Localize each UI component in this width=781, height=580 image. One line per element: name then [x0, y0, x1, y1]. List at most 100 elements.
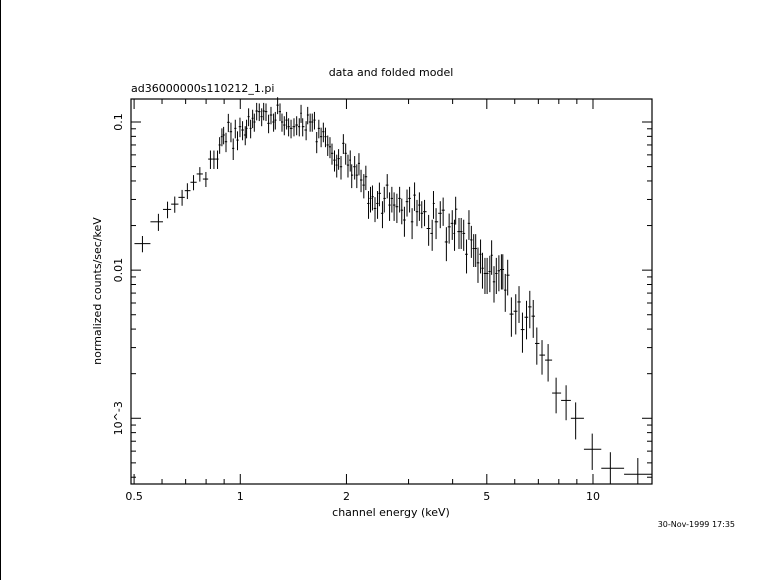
- data-points: [134, 97, 652, 484]
- data-point: [450, 210, 454, 240]
- y-axis-label: normalized counts/sec/keV: [91, 217, 104, 365]
- data-point: [272, 113, 275, 132]
- data-point: [243, 126, 246, 146]
- x-tick-label: 2: [343, 490, 350, 503]
- data-point: [255, 102, 258, 121]
- data-point: [322, 122, 325, 143]
- x-tick-label: 0.5: [125, 490, 143, 503]
- data-point: [426, 214, 431, 246]
- data-point: [388, 192, 391, 221]
- data-point: [278, 103, 281, 122]
- data-point: [395, 193, 399, 224]
- data-point: [238, 117, 242, 138]
- data-point: [297, 118, 301, 137]
- data-point: [245, 119, 248, 139]
- data-point: [353, 156, 356, 180]
- data-point: [292, 118, 296, 137]
- data-point: [472, 234, 475, 268]
- data-point: [232, 138, 235, 161]
- data-point: [539, 340, 546, 375]
- data-point: [171, 196, 179, 213]
- y-tick-label: 0.1: [112, 113, 125, 131]
- data-point: [504, 273, 507, 312]
- data-point: [311, 113, 314, 132]
- x-tick-label: 10: [586, 490, 600, 503]
- data-point: [474, 234, 477, 268]
- data-point: [405, 189, 409, 217]
- data-point: [385, 174, 389, 199]
- data-point: [227, 113, 230, 133]
- data-point: [330, 143, 334, 165]
- chart-subtitle: ad36000000s110212_1.pi: [131, 82, 274, 95]
- data-point: [220, 128, 223, 147]
- data-point: [367, 191, 370, 219]
- data-point: [315, 132, 318, 154]
- data-point: [490, 240, 493, 275]
- data-point: [506, 259, 510, 296]
- data-point: [344, 143, 347, 165]
- data-point: [184, 183, 191, 200]
- data-point: [287, 118, 290, 137]
- data-point: [190, 175, 197, 191]
- data-point: [488, 255, 491, 293]
- data-point: [339, 156, 343, 180]
- data-point: [460, 217, 463, 249]
- data-point: [373, 197, 377, 223]
- data-point: [378, 182, 381, 207]
- data-point: [545, 344, 553, 382]
- data-point: [324, 127, 327, 148]
- data-point: [457, 217, 461, 249]
- data-point: [301, 118, 305, 137]
- data-point: [267, 114, 270, 134]
- data-point: [486, 257, 489, 295]
- data-point: [276, 97, 279, 115]
- data-point: [517, 286, 521, 323]
- window-left-border: [0, 0, 1, 580]
- data-point: [390, 186, 393, 213]
- data-point: [465, 239, 468, 274]
- data-point: [162, 201, 172, 219]
- data-point: [285, 111, 288, 130]
- axis-ticks: 0.5 1 2 5 10 0.1 0.01 10^-3: [112, 99, 652, 503]
- data-point: [392, 192, 396, 221]
- data-point: [444, 227, 448, 262]
- data-point: [483, 257, 487, 295]
- y-tick-label: 0.01: [112, 258, 125, 283]
- data-point: [531, 299, 536, 338]
- data-point: [470, 225, 473, 258]
- data-point: [453, 219, 456, 251]
- data-point: [317, 119, 320, 139]
- data-point: [509, 297, 514, 337]
- data-point: [264, 103, 268, 122]
- data-point: [479, 239, 482, 274]
- data-point: [346, 154, 350, 178]
- data-point: [150, 213, 163, 231]
- data-point: [364, 165, 368, 191]
- data-point: [178, 189, 185, 206]
- data-point: [420, 201, 424, 229]
- data-point: [601, 452, 625, 484]
- data-point: [224, 132, 228, 153]
- data-point: [415, 199, 419, 227]
- data-point: [528, 290, 532, 329]
- data-point: [403, 206, 406, 237]
- data-point: [289, 119, 293, 139]
- data-point: [355, 164, 358, 189]
- data-point: [376, 191, 379, 219]
- data-point: [624, 458, 652, 484]
- data-point: [476, 247, 480, 283]
- data-point: [359, 169, 363, 193]
- data-point: [328, 137, 331, 159]
- data-point: [262, 102, 265, 121]
- data-point: [561, 385, 571, 421]
- data-point: [432, 191, 435, 219]
- data-point: [398, 186, 401, 213]
- data-point: [492, 266, 496, 303]
- data-point: [335, 154, 338, 178]
- data-point: [308, 113, 312, 132]
- data-point: [269, 106, 273, 125]
- data-point: [337, 149, 340, 170]
- data-point: [462, 219, 466, 251]
- data-point: [280, 113, 284, 132]
- data-point: [215, 150, 219, 169]
